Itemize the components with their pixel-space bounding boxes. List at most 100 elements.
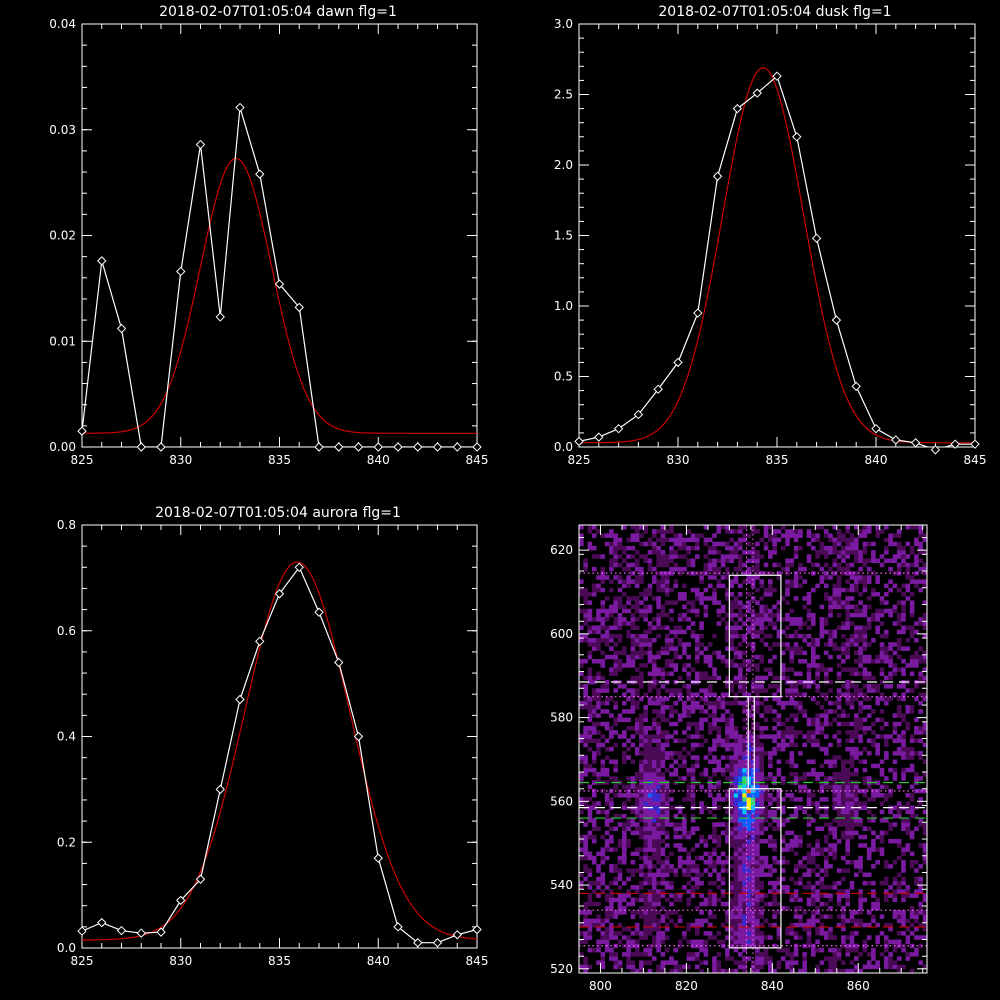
spectrogram-pixel <box>755 956 760 961</box>
spectrogram-pixel <box>690 763 696 769</box>
spectrogram-pixel <box>600 880 606 886</box>
spectrogram-pixel <box>690 755 696 760</box>
spectrogram-pixel <box>832 583 838 589</box>
spectrogram-pixel <box>892 893 898 898</box>
spectrogram-pixel <box>587 612 593 618</box>
spectrogram-pixel <box>626 562 631 568</box>
spectrogram-pixel <box>746 926 752 932</box>
spectrogram-pixel <box>871 797 876 802</box>
spectrogram-pixel <box>755 885 760 890</box>
spectrogram-pixel <box>690 952 696 957</box>
spectrogram-pixel <box>652 926 657 932</box>
spectrogram-pixel <box>729 914 734 919</box>
spectrogram-pixel <box>647 646 653 651</box>
spectrogram-pixel <box>703 596 709 601</box>
spectrogram-pixel <box>785 646 790 651</box>
spectrogram-pixel <box>738 654 743 660</box>
spectrogram-pixel <box>909 562 915 568</box>
spectrogram-pixel <box>733 855 739 861</box>
spectrogram-pixel <box>776 608 782 614</box>
spectrogram-pixel <box>579 964 584 970</box>
spectrogram-pixel <box>746 839 752 844</box>
spectrogram-pixel <box>746 738 752 743</box>
spectrogram-pixel <box>742 772 747 777</box>
spectrogram-pixel <box>750 742 756 748</box>
spectrogram-pixel <box>600 935 606 940</box>
spectrogram-pixel <box>892 822 898 827</box>
spectrogram-pixel <box>832 851 838 857</box>
spectrogram-pixel <box>622 608 627 614</box>
spectrogram-pixel <box>922 910 927 915</box>
spectrogram-pixel <box>613 952 618 957</box>
spectrogram-pixel <box>768 964 773 970</box>
spectrogram-pixel <box>652 671 657 676</box>
spectrogram-pixel <box>901 717 906 723</box>
spectrogram-pixel <box>643 784 648 790</box>
spectrogram-pixel <box>682 596 687 601</box>
spectrogram-pixel <box>806 822 812 827</box>
spectrogram-pixel <box>892 721 898 727</box>
spectrogram-pixel <box>596 721 601 727</box>
spectrogram-pixel <box>854 612 859 618</box>
spectrogram-pixel <box>918 545 923 551</box>
spectrogram-pixel <box>896 600 902 605</box>
spectrogram-pixel <box>815 730 820 735</box>
spectrogram-pixel <box>866 621 872 626</box>
spectrogram-pixel <box>682 612 687 618</box>
spectrogram-pixel <box>686 692 691 697</box>
spectrogram-pixel <box>755 742 760 748</box>
spectrogram-pixel <box>725 793 730 798</box>
spectrogram-pixel <box>772 692 777 697</box>
spectrogram-pixel <box>643 746 648 752</box>
spectrogram-pixel <box>914 717 919 723</box>
spectrogram-pixel <box>716 952 722 957</box>
spectrogram-pixel <box>647 684 653 689</box>
spectrogram-pixel <box>905 726 911 731</box>
dusk-y-tick-label: 2.0 <box>554 158 573 172</box>
spectrogram-pixel <box>772 533 777 538</box>
spectrogram-pixel <box>716 931 722 936</box>
spectrogram-pixel <box>914 772 919 777</box>
dusk-x-tick-label: 840 <box>865 453 888 467</box>
spectrogram-pixel <box>858 738 863 743</box>
spectrogram-pixel <box>922 696 927 702</box>
spectrogram-pixel <box>712 767 717 773</box>
spectrogram-pixel <box>750 575 756 580</box>
spectrogram-pixel <box>879 529 885 534</box>
spectrogram-pixel <box>789 558 795 563</box>
spectrogram-pixel <box>746 793 752 798</box>
spectrogram-pixel <box>643 847 648 852</box>
spectrogram-pixel <box>669 956 674 961</box>
spectrogram-pixel <box>763 860 769 865</box>
spectrogram-pixel <box>626 889 631 894</box>
spectrogram-pixel <box>604 629 610 635</box>
spectrogram-pixel <box>772 734 777 739</box>
spectrogram-pixel <box>583 566 588 572</box>
spectrogram-pixel <box>652 667 657 672</box>
spectrogram-pixel <box>823 642 829 647</box>
spectrogram-pixel <box>858 608 863 614</box>
spectrogram-pixel <box>832 763 838 769</box>
spectrogram-pixel <box>720 939 726 944</box>
spectrogram-pixel <box>630 675 636 681</box>
spectrogram-pixel <box>875 793 880 798</box>
spectrogram-pixel <box>811 679 816 685</box>
spectrogram-pixel <box>682 847 687 852</box>
spectrogram-pixel <box>656 679 661 685</box>
dawn-data-point <box>255 169 265 179</box>
spectrogram-pixel <box>716 964 722 970</box>
spectrogram-pixel <box>716 843 722 848</box>
spectrogram-pixel <box>664 818 670 823</box>
spectrogram-pixel <box>896 910 902 915</box>
spectrogram-pixel <box>849 541 855 547</box>
spectrogram-y-tick-label: 600 <box>550 627 573 641</box>
spectrogram-pixel <box>750 755 756 760</box>
spectrogram-pixel <box>634 730 640 735</box>
spectrogram-pixel <box>699 650 704 656</box>
spectrogram-pixel <box>738 851 743 857</box>
spectrogram-pixel <box>604 830 610 836</box>
spectrogram-pixel <box>798 880 803 886</box>
spectrogram-pixel <box>832 642 838 647</box>
spectrogram-pixel <box>875 525 880 530</box>
spectrogram-pixel <box>798 562 803 568</box>
